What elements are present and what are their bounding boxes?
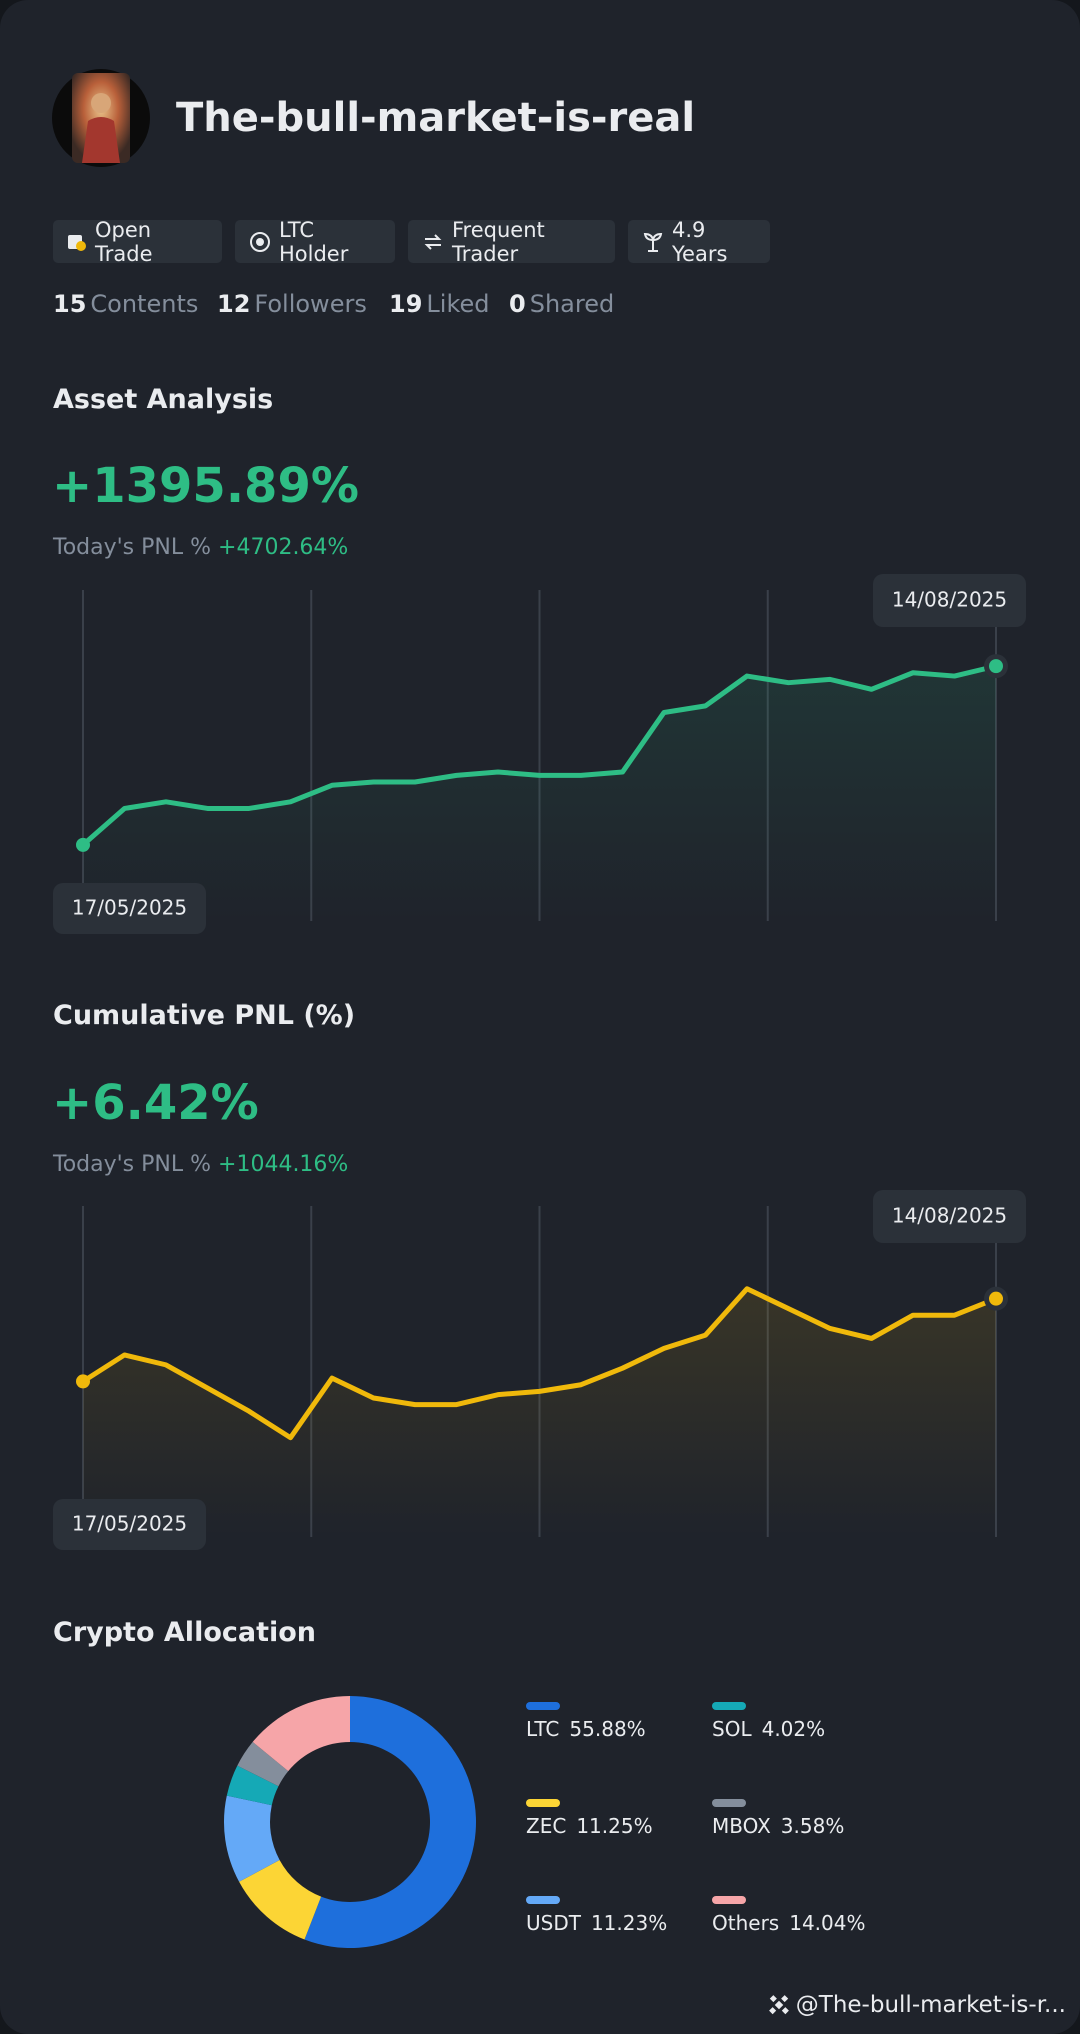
- stat-label: Liked: [426, 290, 490, 318]
- date-tooltip: [873, 574, 1026, 627]
- pie-chart: LTC 55.88% ZEC 11.25% USDT 11.23% SOL 4.02% MBOX…: [224, 1696, 865, 1948]
- legend-swatch: [712, 1702, 746, 1710]
- legend-value: 55.88%: [569, 1717, 645, 1741]
- legend-entry: USDT 11.23%: [526, 1911, 667, 1935]
- start-date: 17/05/2025: [72, 1512, 187, 1536]
- today-pnl-label: Today's PNL %: [53, 1152, 212, 1177]
- legend-name: LTC: [526, 1717, 559, 1741]
- line: [81, 1286, 997, 1441]
- end-point: [989, 1291, 1003, 1306]
- today-pnl-label: Today's PNL %: [53, 535, 212, 560]
- legend-name: USDT: [526, 1911, 582, 1935]
- legend-name: SOL: [712, 1717, 752, 1741]
- end-point: [989, 659, 1003, 674]
- donut-segment: [304, 1696, 476, 1948]
- stat-value: 12: [217, 290, 251, 318]
- legend-swatch: [712, 1799, 746, 1807]
- date-tooltip: [873, 1190, 1026, 1243]
- legend-swatch: [526, 1702, 560, 1710]
- stat-value: 0: [509, 290, 526, 318]
- legend-entry: Others 14.04%: [712, 1911, 865, 1935]
- badge-label: LTC Holder: [279, 217, 349, 266]
- footer-handle: @The-bull-market-is-r...: [795, 1992, 1066, 2018]
- legend-value: 11.25%: [576, 1814, 652, 1838]
- area: [83, 666, 996, 921]
- legend-name: MBOX: [712, 1814, 771, 1838]
- legend-name: ZEC: [526, 1814, 566, 1838]
- legend-entry: MBOX 3.58%: [712, 1814, 844, 1838]
- legend-swatch: [712, 1896, 746, 1904]
- avatar: [52, 69, 150, 167]
- stat-value: 19: [389, 290, 423, 318]
- section-title: Crypto Allocation: [53, 1617, 317, 1648]
- logo: [768, 1995, 789, 2015]
- username: The-bull-market-is-real: [176, 95, 696, 141]
- legend-name: Others: [712, 1911, 779, 1935]
- legend-entry: LTC 55.88%: [526, 1717, 646, 1741]
- area: [83, 1288, 996, 1537]
- start-point: [76, 837, 90, 852]
- legend-entry: SOL 4.02%: [712, 1717, 825, 1741]
- stat: 0 Shared: [509, 290, 614, 318]
- legend-value: 14.04%: [789, 1911, 865, 1935]
- today-pnl: Today's PNL % +4702.64%: [53, 535, 348, 560]
- legend-swatch: [526, 1896, 560, 1904]
- donut-segment: [226, 1765, 279, 1806]
- section-title: Cumulative PNL (%): [53, 1000, 356, 1031]
- date-tooltip: [53, 1499, 206, 1550]
- line: [81, 663, 997, 847]
- badge: 4.9 Years: [628, 217, 770, 266]
- stat-label: Shared: [529, 290, 615, 318]
- donut-segment: [237, 1741, 289, 1787]
- badge: Frequent Trader: [408, 217, 615, 266]
- stat: 19 Liked: [389, 290, 490, 318]
- legend-swatch: [526, 1799, 560, 1807]
- donut-segment: [224, 1795, 280, 1882]
- legend-value: 4.02%: [762, 1717, 826, 1741]
- today-pnl-value: +1044.16%: [218, 1152, 349, 1177]
- stat-label: Followers: [254, 290, 367, 318]
- today-pnl: Today's PNL % +1044.16%: [53, 1152, 348, 1177]
- line-chart: 14/08/2025 17/05/2025: [53, 574, 1026, 934]
- headline-value: +1395.89%: [52, 458, 359, 514]
- end-date: 14/08/2025: [892, 588, 1007, 612]
- badge-label: Frequent Trader: [452, 217, 545, 266]
- badge: Open Trade: [53, 217, 222, 266]
- stat: 12 Followers: [217, 290, 367, 318]
- start-point: [76, 1374, 90, 1389]
- legend-value: 3.58%: [781, 1814, 845, 1838]
- footer: @The-bull-market-is-r...: [766, 1992, 1066, 2018]
- donut-segment: [239, 1859, 322, 1940]
- stat-value: 15: [53, 290, 87, 318]
- badge-label: Open Trade: [95, 217, 153, 266]
- legend-entry: ZEC 11.25%: [526, 1814, 653, 1838]
- stat: 15 Contents: [53, 290, 198, 318]
- badge-label: 4.9 Years: [672, 217, 728, 266]
- start-date: 17/05/2025: [72, 896, 187, 920]
- line-chart: 14/08/2025 17/05/2025: [53, 1190, 1026, 1550]
- date-tooltip: [53, 883, 206, 934]
- legend-value: 11.23%: [591, 1911, 667, 1935]
- stat-label: Contents: [90, 290, 199, 318]
- headline-value: +6.42%: [52, 1075, 259, 1131]
- today-pnl-value: +4702.64%: [218, 535, 349, 560]
- badge: LTC Holder: [235, 217, 395, 266]
- donut-segment: [252, 1696, 350, 1772]
- end-date: 14/08/2025: [892, 1204, 1007, 1228]
- section-title: Asset Analysis: [53, 384, 274, 415]
